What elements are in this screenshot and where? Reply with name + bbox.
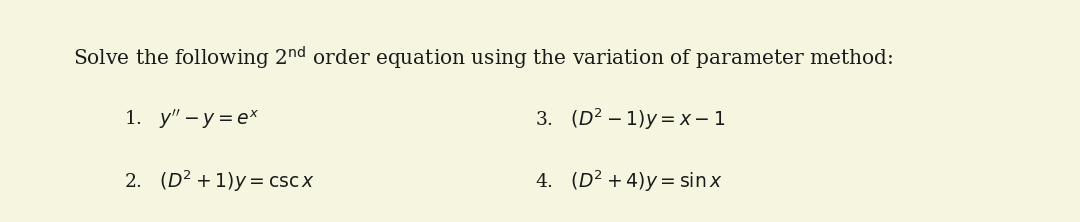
Text: Solve the following 2$^{\mathrm{nd}}$ order equation using the variation of para: Solve the following 2$^{\mathrm{nd}}$ or… (73, 44, 893, 72)
Text: 1.   $y'' - y = e^x$: 1. $y'' - y = e^x$ (124, 107, 259, 131)
Text: 2.   $(D^2 + 1)y = \csc x$: 2. $(D^2 + 1)y = \csc x$ (124, 169, 315, 194)
Text: 4.   $(D^2 + 4)y = \sin x$: 4. $(D^2 + 4)y = \sin x$ (535, 169, 721, 194)
Text: 3.   $(D^2 - 1)y = x - 1$: 3. $(D^2 - 1)y = x - 1$ (535, 107, 725, 132)
